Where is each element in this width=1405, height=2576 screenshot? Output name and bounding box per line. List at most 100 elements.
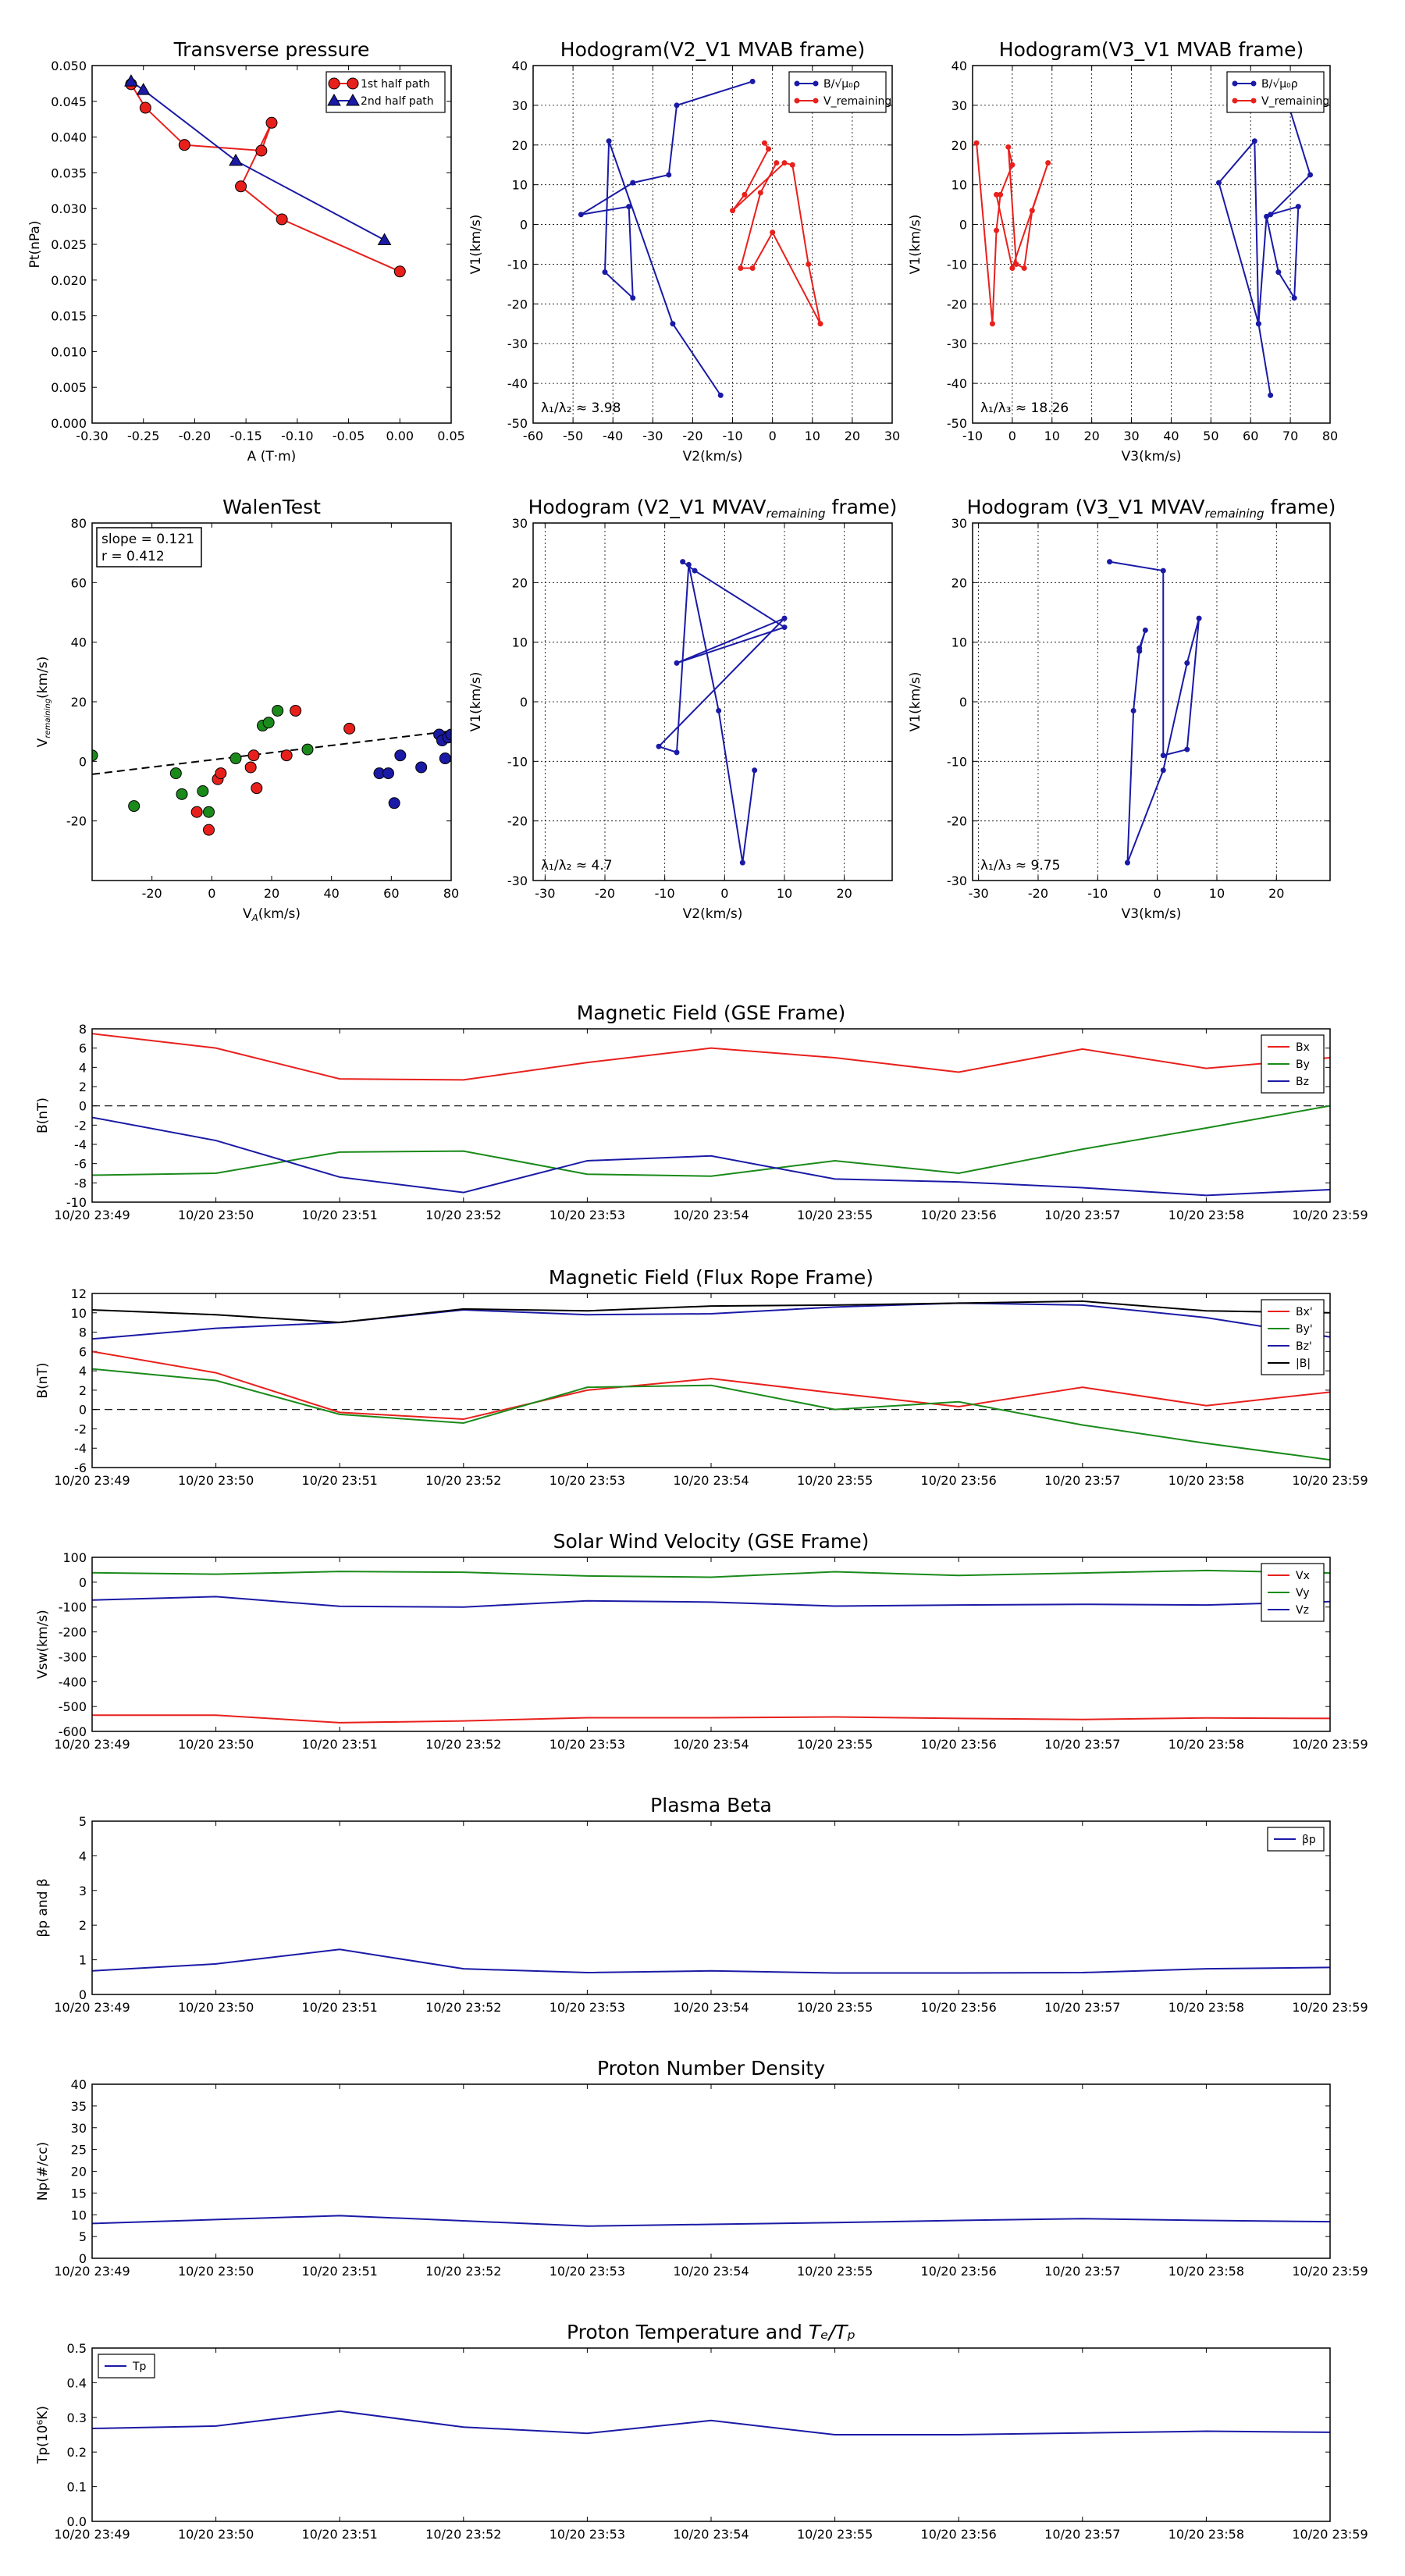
- data-point: [781, 160, 788, 166]
- y-tick-label: 20: [951, 575, 967, 590]
- x-tick-label: 10/20 23:57: [1044, 1473, 1120, 1488]
- y-tick-label: 10: [512, 178, 528, 193]
- x-tick-label: 10: [1044, 429, 1060, 443]
- y-tick-label: 0.5: [67, 2341, 87, 2356]
- data-point: [290, 704, 302, 717]
- x-tick-label: -10: [722, 429, 742, 443]
- x-tick-label: 10/20 23:55: [797, 1473, 873, 1488]
- x-tick-label: -0.05: [333, 429, 365, 443]
- x-tick-label: 10/20 23:56: [921, 1473, 997, 1488]
- data-point: [806, 261, 812, 267]
- series-line: [92, 1116, 1330, 1197]
- legend-box: [1226, 71, 1325, 113]
- chart-title: Plasma Beta: [650, 1794, 772, 1816]
- data-point: [578, 212, 584, 218]
- x-tick-label: 10/20 23:56: [921, 2264, 997, 2279]
- data-point: [343, 722, 356, 735]
- data-point: [666, 172, 672, 178]
- x-tick-label: 10/20 23:49: [54, 2264, 130, 2279]
- legend-label: Tp: [132, 2361, 147, 2373]
- data-point: [742, 191, 748, 197]
- x-tick-label: -30: [642, 429, 663, 443]
- data-point: [1160, 753, 1166, 759]
- data-point: [301, 743, 314, 756]
- y-tick-label: -40: [507, 376, 528, 391]
- data-point: [789, 162, 795, 168]
- data-point: [1009, 162, 1016, 168]
- data-point: [176, 788, 188, 800]
- data-point: [1264, 213, 1270, 219]
- y-tick-label: -10: [947, 754, 967, 769]
- x-tick-label: 10/20 23:53: [550, 2000, 625, 2015]
- axes-frame: [91, 1557, 1331, 1732]
- legend-label: Vy: [1296, 1587, 1310, 1599]
- data-point: [244, 761, 257, 774]
- data-point: [1275, 269, 1282, 276]
- y-tick-label: 35: [71, 2099, 87, 2114]
- series-line: [92, 1300, 1330, 1324]
- data-point: [674, 660, 680, 666]
- plot-area: [973, 82, 1314, 398]
- x-tick-label: 10/20 23:50: [178, 1473, 254, 1488]
- y-tick-label: 0: [79, 2251, 87, 2266]
- axes-frame: [91, 522, 452, 881]
- y-tick-label: -200: [59, 1625, 87, 1640]
- data-point: [276, 213, 288, 226]
- series-line: [92, 1368, 1330, 1461]
- plot-area: [656, 559, 788, 866]
- x-tick-label: -20: [142, 886, 162, 901]
- x-tick-label: 10/20 23:50: [178, 1208, 254, 1222]
- y-tick-label: 10: [951, 178, 967, 193]
- data-point: [229, 153, 243, 166]
- y-tick-label: 5: [79, 1814, 87, 1829]
- data-point: [994, 227, 1000, 233]
- plot-area: [92, 1300, 1330, 1461]
- y-tick-label: 8: [79, 1325, 87, 1340]
- data-point: [229, 753, 242, 765]
- data-point: [1307, 172, 1314, 178]
- data-point: [1255, 321, 1261, 327]
- y-tick-label: 20: [71, 695, 87, 710]
- y-tick-label: 100: [62, 1550, 87, 1565]
- y-tick-label: 5: [79, 2229, 87, 2244]
- series-line: [92, 1350, 1330, 1421]
- data-point: [415, 761, 428, 774]
- data-point: [1142, 627, 1148, 633]
- series-line: [657, 560, 787, 863]
- series-line: [1218, 85, 1311, 396]
- x-tick-label: 80: [1322, 429, 1338, 443]
- x-tick-label: 20: [1268, 886, 1284, 901]
- x-tick-label: 10: [1209, 886, 1225, 901]
- y-tick-label: 0.045: [51, 94, 87, 109]
- data-point: [630, 295, 636, 301]
- data-point: [606, 138, 612, 144]
- series-line: [580, 80, 753, 396]
- x-tick-label: 10/20 23:49: [54, 1737, 130, 1752]
- data-point: [1009, 265, 1016, 272]
- x-tick-label: 10/20 23:57: [1044, 2264, 1120, 2279]
- data-point: [781, 615, 788, 621]
- x-tick-label: -0.10: [281, 429, 313, 443]
- data-point: [1130, 707, 1136, 713]
- x-tick-label: 10/20 23:53: [550, 2264, 625, 2279]
- transverse-pressure-panel: Transverse pressure -0.30 -0.25 -0.20 -0.15 -…: [27, 38, 465, 464]
- y-tick-label: 15: [71, 2186, 87, 2201]
- y-tick-label: 0.010: [51, 344, 87, 359]
- x-tick-label: 10/20 23:53: [550, 2527, 625, 2542]
- data-point: [738, 265, 744, 272]
- data-point: [749, 265, 756, 272]
- data-point: [197, 785, 209, 797]
- x-tick-label: -40: [603, 429, 623, 443]
- x-axis-label: V3(km/s): [1122, 906, 1182, 922]
- x-tick-label: 10/20 23:58: [1168, 1737, 1244, 1752]
- data-point: [1013, 261, 1019, 267]
- legend-marker: [347, 77, 359, 90]
- y-tick-label: 2: [79, 1383, 87, 1398]
- x-tick-label: 10/20 23:52: [425, 2264, 501, 2279]
- data-point: [255, 144, 268, 157]
- plot-area: [92, 2410, 1330, 2435]
- y-tick-label: -2: [74, 1118, 87, 1133]
- x-tick-label: -20: [682, 429, 702, 443]
- y-tick-label: 2: [79, 1080, 87, 1094]
